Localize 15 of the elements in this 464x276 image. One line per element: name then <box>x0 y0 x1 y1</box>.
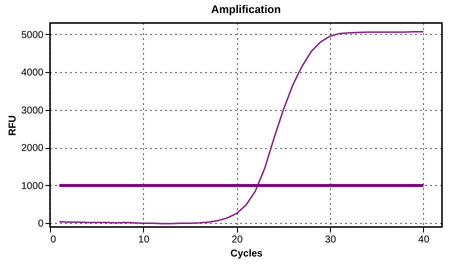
x-tick-label: 0 <box>50 234 56 246</box>
y-tick-label: 4000 <box>21 68 44 79</box>
chart-title: Amplification <box>211 4 282 16</box>
y-tick-label: 1000 <box>21 180 44 192</box>
x-tick-label: 10 <box>138 234 150 246</box>
x-tick-label: 20 <box>232 234 244 246</box>
x-axis-title: Cycles <box>230 248 264 260</box>
y-tick-label: 0 <box>38 218 44 230</box>
y-axis-title: RFU <box>7 115 18 136</box>
y-tick-label: 3000 <box>21 105 44 116</box>
y-tick-label: 2000 <box>21 143 44 154</box>
line-series <box>58 30 424 224</box>
y-tick-label: 5000 <box>21 30 44 41</box>
x-tick-label: 40 <box>418 234 430 246</box>
x-tick-label: 30 <box>324 234 336 246</box>
